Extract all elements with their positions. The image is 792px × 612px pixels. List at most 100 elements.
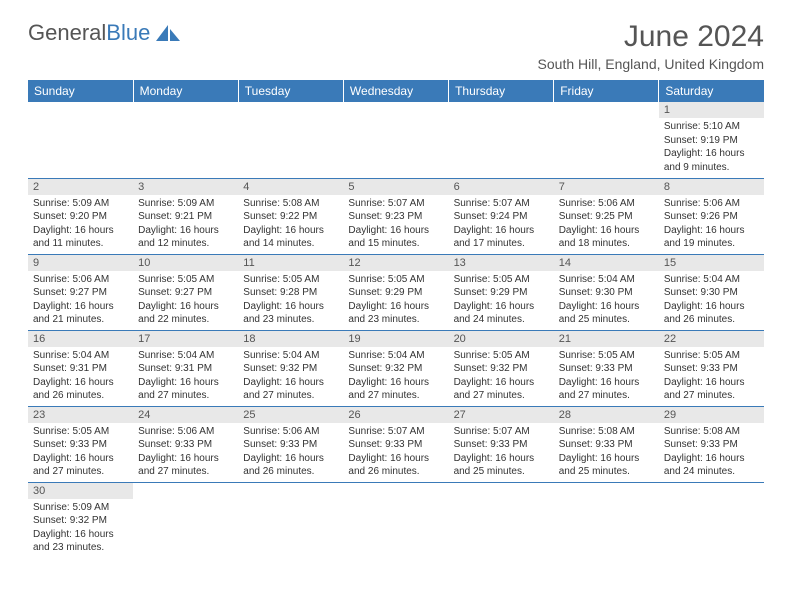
calendar-cell [554, 102, 659, 178]
calendar-cell: 6Sunrise: 5:07 AMSunset: 9:24 PMDaylight… [449, 178, 554, 254]
header: GeneralBlue June 2024 South Hill, Englan… [28, 20, 764, 72]
calendar-cell [133, 482, 238, 558]
day-number: 20 [449, 331, 554, 347]
day-number: 15 [659, 255, 764, 271]
weekday-header: Thursday [449, 80, 554, 102]
day-details: Sunrise: 5:05 AMSunset: 9:29 PMDaylight:… [343, 271, 448, 329]
day-details: Sunrise: 5:04 AMSunset: 9:31 PMDaylight:… [28, 347, 133, 405]
day-number: 16 [28, 331, 133, 347]
month-title: June 2024 [538, 20, 764, 54]
calendar-cell: 16Sunrise: 5:04 AMSunset: 9:31 PMDayligh… [28, 330, 133, 406]
day-number: 22 [659, 331, 764, 347]
day-details: Sunrise: 5:06 AMSunset: 9:33 PMDaylight:… [238, 423, 343, 481]
day-number: 29 [659, 407, 764, 423]
day-details: Sunrise: 5:09 AMSunset: 9:32 PMDaylight:… [28, 499, 133, 557]
day-details: Sunrise: 5:05 AMSunset: 9:33 PMDaylight:… [554, 347, 659, 405]
calendar-cell: 17Sunrise: 5:04 AMSunset: 9:31 PMDayligh… [133, 330, 238, 406]
sail-icon [154, 23, 182, 43]
day-details: Sunrise: 5:07 AMSunset: 9:33 PMDaylight:… [343, 423, 448, 481]
day-details: Sunrise: 5:06 AMSunset: 9:27 PMDaylight:… [28, 271, 133, 329]
calendar-cell [28, 102, 133, 178]
day-details: Sunrise: 5:08 AMSunset: 9:33 PMDaylight:… [554, 423, 659, 481]
calendar-cell: 1Sunrise: 5:10 AMSunset: 9:19 PMDaylight… [659, 102, 764, 178]
calendar-cell: 24Sunrise: 5:06 AMSunset: 9:33 PMDayligh… [133, 406, 238, 482]
title-area: June 2024 South Hill, England, United Ki… [538, 20, 764, 72]
day-details: Sunrise: 5:05 AMSunset: 9:28 PMDaylight:… [238, 271, 343, 329]
day-number: 6 [449, 179, 554, 195]
calendar-table: SundayMondayTuesdayWednesdayThursdayFrid… [28, 80, 764, 558]
day-number: 18 [238, 331, 343, 347]
calendar-cell: 15Sunrise: 5:04 AMSunset: 9:30 PMDayligh… [659, 254, 764, 330]
logo-word1: General [28, 20, 106, 45]
day-number: 1 [659, 102, 764, 118]
calendar-cell [449, 102, 554, 178]
calendar-cell [133, 102, 238, 178]
calendar-cell: 20Sunrise: 5:05 AMSunset: 9:32 PMDayligh… [449, 330, 554, 406]
logo-text: GeneralBlue [28, 20, 150, 46]
day-number: 30 [28, 483, 133, 499]
day-number: 26 [343, 407, 448, 423]
calendar-cell: 27Sunrise: 5:07 AMSunset: 9:33 PMDayligh… [449, 406, 554, 482]
calendar-cell: 4Sunrise: 5:08 AMSunset: 9:22 PMDaylight… [238, 178, 343, 254]
calendar-cell: 8Sunrise: 5:06 AMSunset: 9:26 PMDaylight… [659, 178, 764, 254]
calendar-week: 1Sunrise: 5:10 AMSunset: 9:19 PMDaylight… [28, 102, 764, 178]
day-details: Sunrise: 5:05 AMSunset: 9:33 PMDaylight:… [659, 347, 764, 405]
day-details: Sunrise: 5:10 AMSunset: 9:19 PMDaylight:… [659, 118, 764, 176]
day-details: Sunrise: 5:04 AMSunset: 9:32 PMDaylight:… [343, 347, 448, 405]
calendar-cell: 25Sunrise: 5:06 AMSunset: 9:33 PMDayligh… [238, 406, 343, 482]
day-number: 17 [133, 331, 238, 347]
day-details: Sunrise: 5:06 AMSunset: 9:26 PMDaylight:… [659, 195, 764, 253]
day-details: Sunrise: 5:07 AMSunset: 9:24 PMDaylight:… [449, 195, 554, 253]
day-number: 14 [554, 255, 659, 271]
day-number: 24 [133, 407, 238, 423]
weekday-header: Saturday [659, 80, 764, 102]
calendar-week: 9Sunrise: 5:06 AMSunset: 9:27 PMDaylight… [28, 254, 764, 330]
weekday-header: Wednesday [343, 80, 448, 102]
calendar-cell [238, 482, 343, 558]
weekday-header: Friday [554, 80, 659, 102]
logo-word2: Blue [106, 20, 150, 45]
calendar-cell: 2Sunrise: 5:09 AMSunset: 9:20 PMDaylight… [28, 178, 133, 254]
calendar-cell: 30Sunrise: 5:09 AMSunset: 9:32 PMDayligh… [28, 482, 133, 558]
calendar-week: 30Sunrise: 5:09 AMSunset: 9:32 PMDayligh… [28, 482, 764, 558]
calendar-cell: 29Sunrise: 5:08 AMSunset: 9:33 PMDayligh… [659, 406, 764, 482]
weekday-header: Monday [133, 80, 238, 102]
day-number: 7 [554, 179, 659, 195]
calendar-week: 16Sunrise: 5:04 AMSunset: 9:31 PMDayligh… [28, 330, 764, 406]
calendar-cell: 7Sunrise: 5:06 AMSunset: 9:25 PMDaylight… [554, 178, 659, 254]
day-number: 3 [133, 179, 238, 195]
day-number: 25 [238, 407, 343, 423]
day-number: 23 [28, 407, 133, 423]
calendar-cell: 3Sunrise: 5:09 AMSunset: 9:21 PMDaylight… [133, 178, 238, 254]
weekday-header: Tuesday [238, 80, 343, 102]
calendar-cell: 18Sunrise: 5:04 AMSunset: 9:32 PMDayligh… [238, 330, 343, 406]
calendar-week: 2Sunrise: 5:09 AMSunset: 9:20 PMDaylight… [28, 178, 764, 254]
calendar-cell [238, 102, 343, 178]
calendar-cell [343, 102, 448, 178]
calendar-cell [659, 482, 764, 558]
weekday-header: Sunday [28, 80, 133, 102]
day-number: 28 [554, 407, 659, 423]
calendar-cell: 22Sunrise: 5:05 AMSunset: 9:33 PMDayligh… [659, 330, 764, 406]
calendar-cell: 19Sunrise: 5:04 AMSunset: 9:32 PMDayligh… [343, 330, 448, 406]
calendar-cell: 26Sunrise: 5:07 AMSunset: 9:33 PMDayligh… [343, 406, 448, 482]
day-details: Sunrise: 5:07 AMSunset: 9:23 PMDaylight:… [343, 195, 448, 253]
day-details: Sunrise: 5:06 AMSunset: 9:33 PMDaylight:… [133, 423, 238, 481]
day-number: 11 [238, 255, 343, 271]
day-details: Sunrise: 5:05 AMSunset: 9:29 PMDaylight:… [449, 271, 554, 329]
day-number: 12 [343, 255, 448, 271]
day-details: Sunrise: 5:04 AMSunset: 9:31 PMDaylight:… [133, 347, 238, 405]
weekday-row: SundayMondayTuesdayWednesdayThursdayFrid… [28, 80, 764, 102]
day-details: Sunrise: 5:05 AMSunset: 9:27 PMDaylight:… [133, 271, 238, 329]
day-details: Sunrise: 5:04 AMSunset: 9:30 PMDaylight:… [554, 271, 659, 329]
calendar-cell: 5Sunrise: 5:07 AMSunset: 9:23 PMDaylight… [343, 178, 448, 254]
day-details: Sunrise: 5:05 AMSunset: 9:33 PMDaylight:… [28, 423, 133, 481]
calendar-cell: 11Sunrise: 5:05 AMSunset: 9:28 PMDayligh… [238, 254, 343, 330]
calendar-cell: 12Sunrise: 5:05 AMSunset: 9:29 PMDayligh… [343, 254, 448, 330]
day-details: Sunrise: 5:08 AMSunset: 9:33 PMDaylight:… [659, 423, 764, 481]
calendar-cell [449, 482, 554, 558]
day-number: 9 [28, 255, 133, 271]
day-number: 21 [554, 331, 659, 347]
calendar-body: 1Sunrise: 5:10 AMSunset: 9:19 PMDaylight… [28, 102, 764, 558]
location: South Hill, England, United Kingdom [538, 56, 764, 72]
